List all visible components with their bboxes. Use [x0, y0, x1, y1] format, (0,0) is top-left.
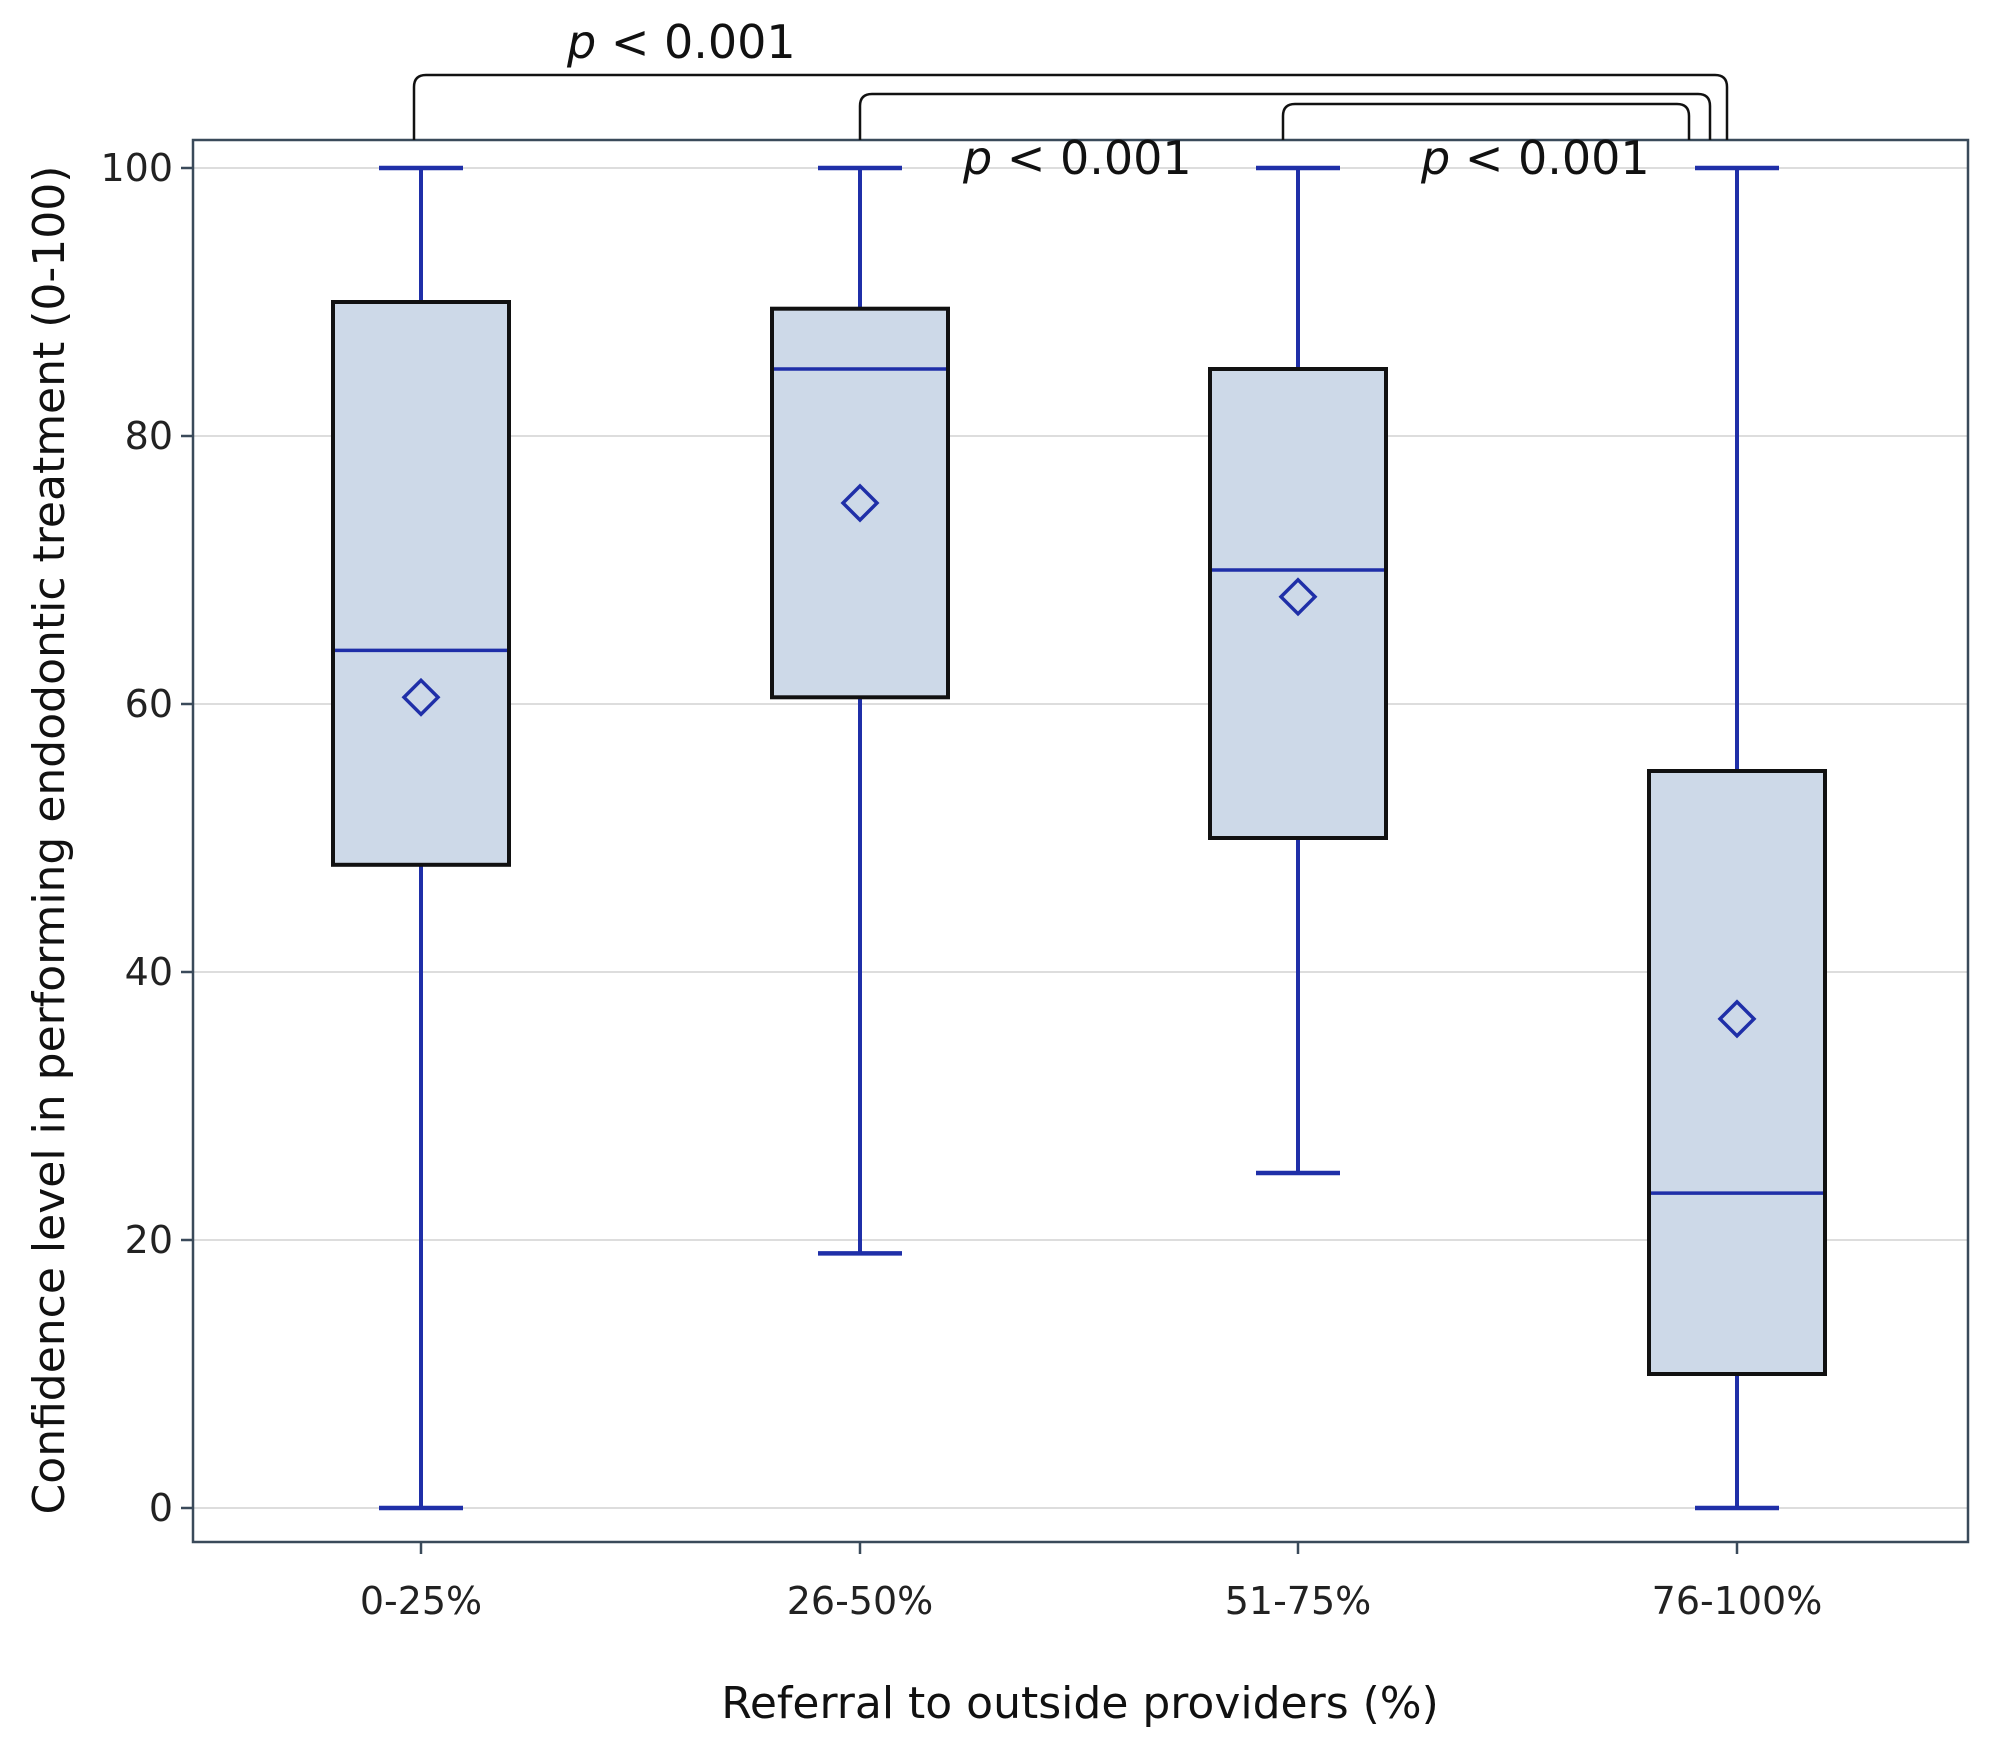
p-symbol: p — [962, 131, 992, 185]
p-value-text: < 0.001 — [1450, 131, 1649, 185]
bracket-3 — [1281, 102, 1691, 140]
y-tick-label-80: 80 — [125, 414, 173, 458]
mean-marker-0-25pct — [401, 677, 441, 717]
mean-marker-51-75pct — [1278, 577, 1318, 617]
box-76-100pct — [1647, 165, 1827, 1511]
y-axis-title: Confidence level in performing endodonti… — [24, 166, 75, 1515]
p-value-label-3: p < 0.001 — [1420, 131, 1650, 185]
bracket-1 — [412, 73, 1729, 140]
y-tick-label-20: 20 — [125, 1218, 173, 1262]
y-tick-label-60: 60 — [125, 682, 173, 726]
y-tick-label-100: 100 — [100, 146, 173, 190]
axes: 0 20 40 60 80 100 0-25% 26-50% 51-75% 76-100% — [100, 146, 1822, 1623]
box-51-75pct — [1208, 165, 1388, 1176]
boxes — [331, 165, 1827, 1511]
iqr-box-0-25pct — [331, 300, 511, 867]
iqr-box-51-75pct — [1208, 367, 1388, 840]
x-tick-label-76-100pct: 76-100% — [1652, 1579, 1823, 1623]
p-value-text: < 0.001 — [596, 15, 795, 69]
x-axis-title: Referral to outside providers (%) — [721, 1678, 1439, 1729]
y-tick-label-0: 0 — [149, 1486, 173, 1530]
p-symbol: p — [566, 15, 596, 69]
bracket-2 — [858, 92, 1712, 140]
p-value-text: < 0.001 — [992, 131, 1191, 185]
x-tick-label-0-25pct: 0-25% — [360, 1579, 482, 1623]
p-value-label-2: p < 0.001 — [962, 131, 1192, 185]
mean-marker-26-50pct — [840, 483, 880, 523]
iqr-box-26-50pct — [770, 306, 950, 700]
mean-marker-76-100pct — [1717, 999, 1757, 1039]
iqr-box-76-100pct — [1647, 769, 1827, 1376]
x-tick-label-26-50pct: 26-50% — [787, 1579, 934, 1623]
y-tick-label-40: 40 — [125, 950, 173, 994]
plot-frame — [191, 138, 1970, 1544]
x-tick-label-51-75pct: 51-75% — [1225, 1579, 1372, 1623]
p-value-label-1: p < 0.001 — [566, 15, 796, 69]
box-0-25pct — [331, 165, 511, 1511]
box-26-50pct — [770, 165, 950, 1256]
p-symbol: p — [1420, 131, 1450, 185]
